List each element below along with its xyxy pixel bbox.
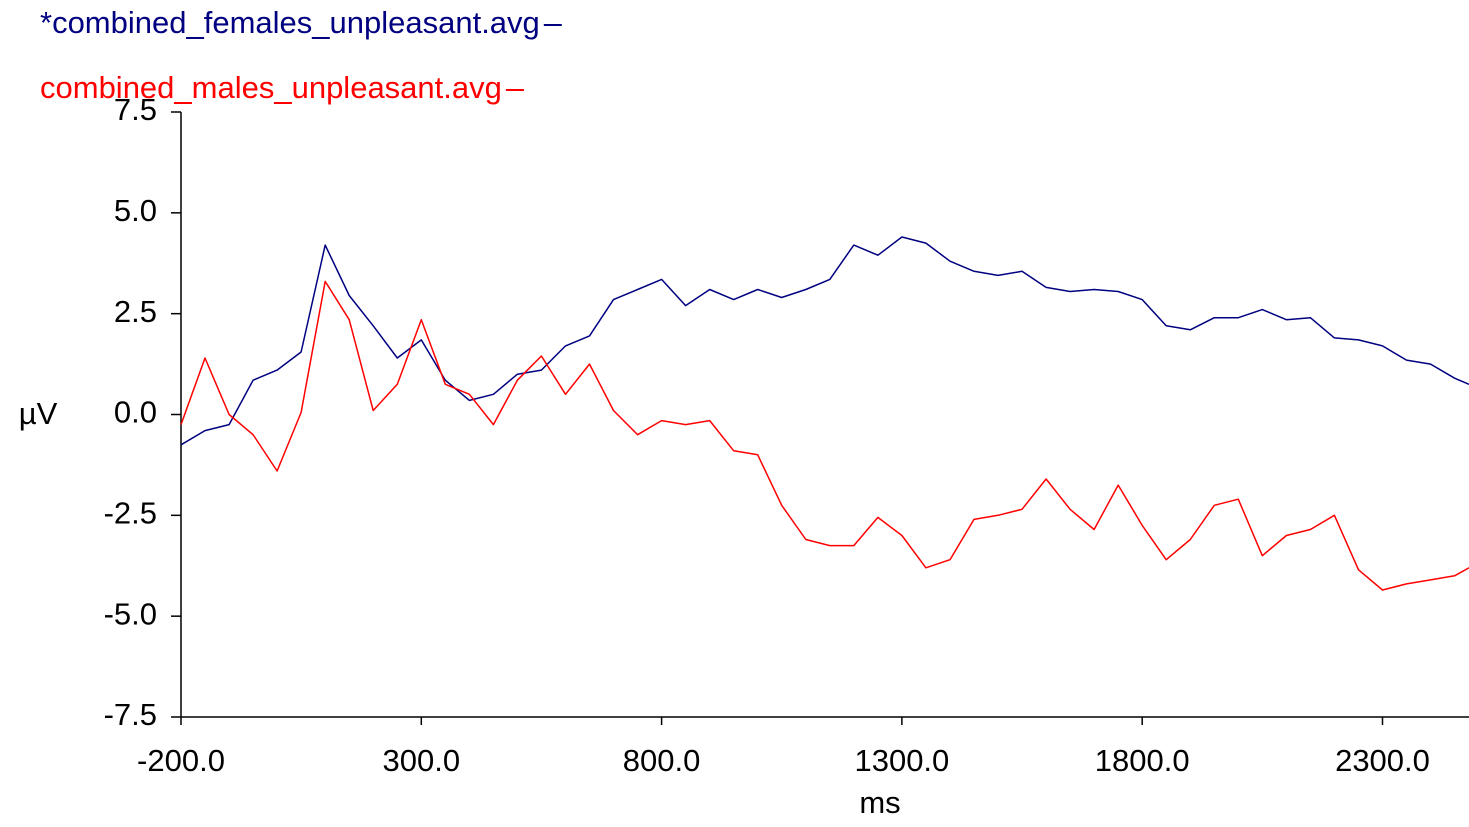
x-tick-label: 2300.0 bbox=[1335, 743, 1430, 778]
y-tick-label: -5.0 bbox=[104, 596, 157, 631]
y-tick-label: -7.5 bbox=[104, 697, 157, 732]
x-tick-label: 300.0 bbox=[383, 743, 461, 778]
series-line bbox=[180, 280, 1469, 591]
series-line bbox=[180, 236, 1469, 446]
y-tick-label: 2.5 bbox=[114, 294, 157, 329]
x-tick-label: 1300.0 bbox=[854, 743, 949, 778]
y-axis-label: µV bbox=[19, 396, 58, 431]
y-tick-label: 0.0 bbox=[114, 395, 157, 430]
legend-label: *combined_females_unpleasant.avg bbox=[40, 5, 540, 40]
x-tick-label: 800.0 bbox=[623, 743, 701, 778]
legend-label: combined_males_unpleasant.avg bbox=[40, 70, 502, 105]
x-axis-label: ms bbox=[859, 785, 900, 820]
y-tick-label: 5.0 bbox=[114, 193, 157, 228]
y-tick-label: -2.5 bbox=[104, 496, 157, 531]
x-tick-label: 1800.0 bbox=[1095, 743, 1190, 778]
y-tick-label: 7.5 bbox=[114, 92, 157, 127]
x-tick-label: -200.0 bbox=[137, 743, 225, 778]
